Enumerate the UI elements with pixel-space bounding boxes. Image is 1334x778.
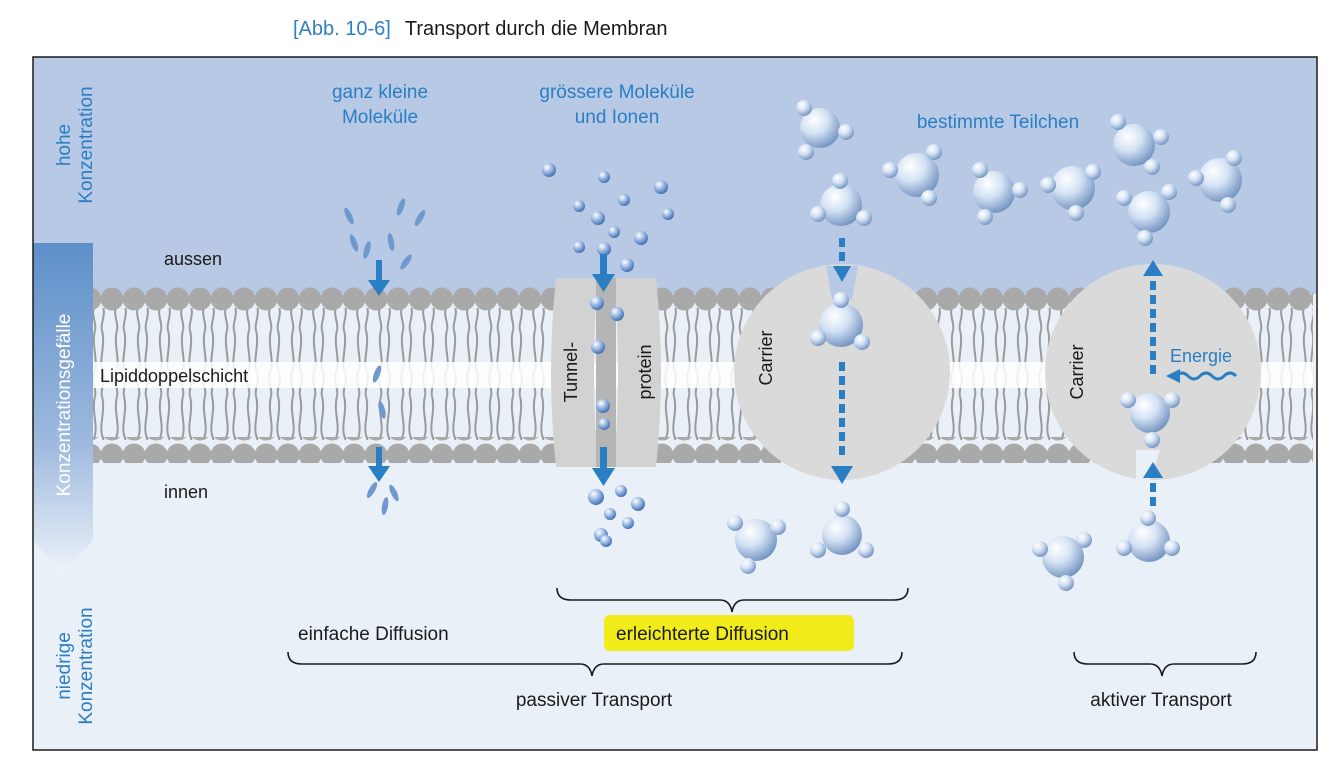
label-facilitated-diffusion: erleichterte Diffusion: [616, 624, 789, 645]
label-larger-molecules-2: und Ionen: [575, 107, 660, 128]
label-tunnel-1: Tunnel-: [561, 342, 581, 402]
side-label-low-1: niedrige: [54, 632, 75, 700]
highlight-marker: [604, 615, 854, 651]
outside-region: [33, 57, 1317, 294]
energy-arrow: [1166, 369, 1238, 383]
carrier-2-arrows: [1143, 260, 1163, 506]
side-label-high-1: hohe: [54, 124, 75, 166]
brace-facilitated: [556, 587, 909, 613]
side-label-low-2: Konzentration: [76, 607, 97, 724]
figure-ref: [Abb. 10-6]: [293, 18, 391, 40]
gradient-arrow: [33, 243, 93, 575]
specific-particles: [727, 100, 1242, 591]
carrier-1-arrow: [831, 238, 853, 484]
side-label-gradient: Konzentrationsgefälle: [54, 314, 75, 497]
figure-title: Transport durch die Membran: [404, 18, 668, 40]
label-bilayer: Lipiddoppelschicht: [100, 366, 248, 386]
brace-passive: [287, 651, 903, 677]
label-carrier-2: Carrier: [1067, 344, 1087, 399]
label-specific-particles: bestimmte Teilchen: [917, 112, 1079, 133]
label-outside: aussen: [164, 249, 222, 269]
label-simple-diffusion: einfache Diffusion: [298, 624, 449, 645]
ions: [542, 163, 674, 547]
label-energy: Energie: [1170, 346, 1232, 366]
label-small-molecules-2: Moleküle: [342, 107, 418, 128]
label-passive-transport: passiver Transport: [516, 690, 673, 711]
tunnel-arrows: [592, 254, 615, 486]
label-carrier-1: Carrier: [756, 330, 776, 385]
braces: [287, 587, 1257, 677]
simple-diffusion-arrows: [368, 260, 390, 482]
side-label-high-2: Konzentration: [76, 86, 97, 203]
figure-frame: [32, 56, 1318, 751]
brace-active: [1073, 651, 1257, 677]
small-molecules: [344, 198, 426, 515]
carrier-protein-1: [734, 264, 950, 480]
label-larger-molecules-1: grössere Moleküle: [539, 82, 694, 103]
label-tunnel-2: protein: [635, 344, 655, 399]
label-small-molecules-1: ganz kleine: [332, 82, 428, 103]
label-inside: innen: [164, 482, 208, 502]
label-active-transport: aktiver Transport: [1090, 690, 1232, 711]
figure-caption: [Abb. 10-6] Transport durch die Membran: [293, 18, 668, 41]
